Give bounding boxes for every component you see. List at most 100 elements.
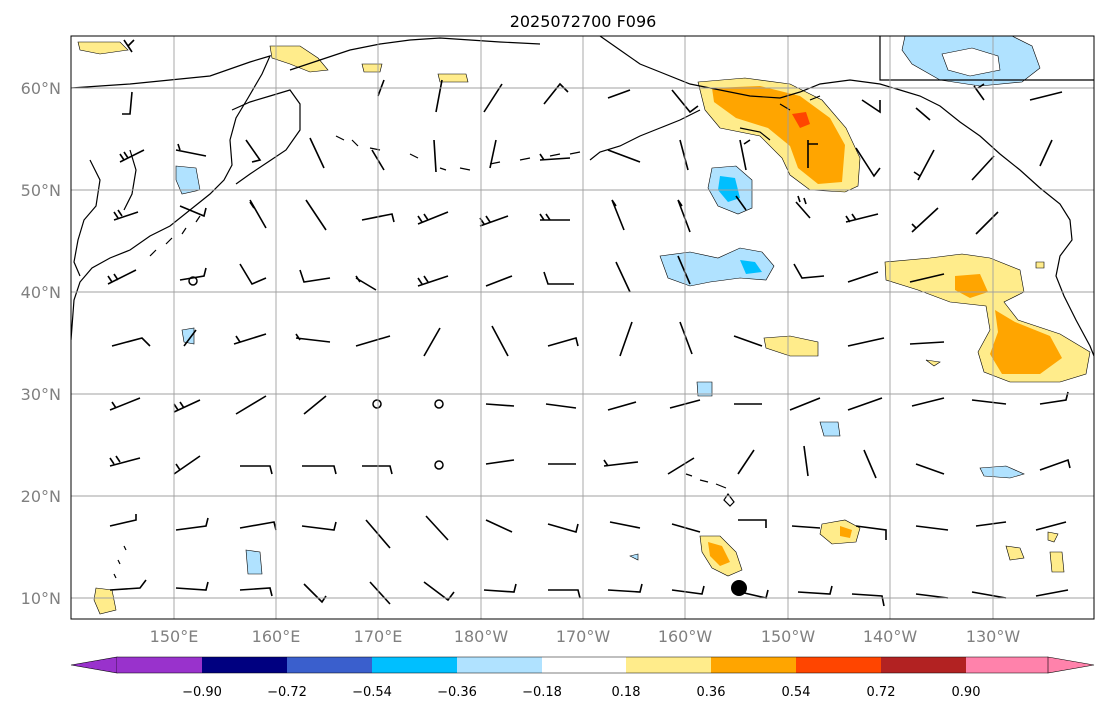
location-marker <box>731 580 747 596</box>
anomaly-positive-nw-1 <box>77 41 129 55</box>
anomaly-negative-gulf-core <box>718 176 740 202</box>
colorbar-label: −0.90 <box>182 685 222 700</box>
colorbar-label: 0.72 <box>867 685 896 700</box>
wind-barb <box>975 211 999 235</box>
colorbar-seg-1 <box>117 657 202 673</box>
colorbar-label: −0.18 <box>522 685 562 700</box>
wind-barb <box>491 325 509 357</box>
anomaly-positive-california <box>884 253 1091 383</box>
wind-barb <box>109 455 141 467</box>
anomaly-negative-small-2 <box>696 381 713 397</box>
coastlines <box>71 36 1094 357</box>
wind-barb <box>1029 91 1063 101</box>
colorbar-seg-8 <box>711 657 796 673</box>
wind-barb <box>971 591 1007 599</box>
wind-barb <box>1039 391 1069 405</box>
wind-barb <box>235 395 267 415</box>
colorbar: −0.90 −0.72 −0.54 −0.36 −0.18 0.18 0.36 … <box>70 656 1095 700</box>
island-small-w <box>113 545 127 579</box>
anomaly-positive-se-2 <box>1049 551 1065 573</box>
colorbar-label: −0.36 <box>437 685 477 700</box>
calm-marker <box>372 399 382 409</box>
wind-barb <box>240 465 273 475</box>
colorbar-seg-0 <box>70 656 118 674</box>
anomaly-fields <box>77 36 1091 615</box>
wind-barb <box>789 397 821 411</box>
wind-barb <box>489 139 497 169</box>
wind-barb <box>109 397 141 411</box>
wind-barb <box>122 91 133 115</box>
wind-barb <box>793 263 825 279</box>
wind-barb <box>483 583 517 593</box>
colorbar-seg-4 <box>372 657 457 673</box>
wind-barb <box>309 137 325 169</box>
wind-barb <box>179 205 207 218</box>
wind-barb <box>179 267 207 281</box>
wind-barb <box>433 139 437 173</box>
wind-barb <box>733 335 763 347</box>
colorbar-label: 0.18 <box>612 685 641 700</box>
anomaly-positive-se-1 <box>1005 545 1025 561</box>
wind-barb <box>249 199 267 229</box>
colorbar-label: 0.36 <box>697 685 726 700</box>
coastline-hudson <box>879 36 1094 81</box>
wind-barb <box>183 329 197 347</box>
wind-barb <box>971 155 995 181</box>
wind-barb <box>175 581 209 591</box>
lon-label: 160°E <box>252 627 301 646</box>
wind-barb <box>302 465 337 475</box>
wind-barb <box>547 337 579 347</box>
wind-barb <box>245 139 262 163</box>
wind-barb <box>1039 458 1071 471</box>
wind-barb <box>361 213 395 223</box>
anomaly-positive-pacific-2-core <box>840 526 852 538</box>
colorbar-outline <box>117 656 1048 674</box>
wind-barb <box>543 82 569 105</box>
anomaly-negative-small-3 <box>819 421 841 437</box>
wind-barb <box>303 583 327 604</box>
island-chain-kuril <box>149 215 201 257</box>
colorbar-label: −0.72 <box>267 685 307 700</box>
coastline-japan <box>73 159 101 277</box>
wind-barb <box>173 399 201 413</box>
anomaly-positive-nw-4 <box>361 63 383 73</box>
wind-barb <box>543 271 574 285</box>
anomaly-positive-small-2 <box>1035 261 1045 269</box>
wind-barb <box>1039 139 1053 167</box>
wind-barb <box>111 337 151 347</box>
latitude-labels: 60°N 50°N 40°N 30°N 20°N 10°N <box>21 79 61 608</box>
wind-barb <box>107 269 137 285</box>
wind-barb <box>233 333 267 345</box>
lon-label: 130°W <box>966 627 1021 646</box>
wind-barb <box>295 333 331 343</box>
map-frame <box>70 35 1095 620</box>
calm-markers <box>188 276 444 470</box>
lat-label: 30°N <box>21 385 61 404</box>
wind-barb <box>667 457 695 475</box>
wind-barb <box>847 271 879 283</box>
anomaly-positive-small-1 <box>925 359 941 367</box>
wind-barb <box>915 107 931 121</box>
colorbar-seg-3 <box>287 657 372 673</box>
anomaly-positive-south-core <box>708 542 730 566</box>
wind-barb <box>479 215 509 227</box>
wind-barb <box>909 341 945 345</box>
wind-barb <box>971 399 1007 405</box>
anomaly-negative-canada-hole <box>941 47 1001 77</box>
colorbar-label: 0.54 <box>782 685 811 700</box>
wind-barb <box>485 403 515 407</box>
anomaly-negative-west <box>175 165 201 195</box>
lat-label: 50°N <box>21 181 61 200</box>
wind-barb <box>615 261 631 293</box>
coastline-kamchatka <box>231 89 301 185</box>
anomaly-negative-central-core <box>740 260 762 274</box>
wind-barb <box>609 521 641 529</box>
wind-barb <box>911 397 945 407</box>
anomaly-positive-sw <box>93 587 117 615</box>
colorbar-seg-11 <box>966 657 1048 673</box>
wind-barb <box>362 465 393 475</box>
coastline-alaska <box>599 36 1094 357</box>
wind-barb <box>619 321 633 357</box>
wind-barb <box>173 455 201 475</box>
